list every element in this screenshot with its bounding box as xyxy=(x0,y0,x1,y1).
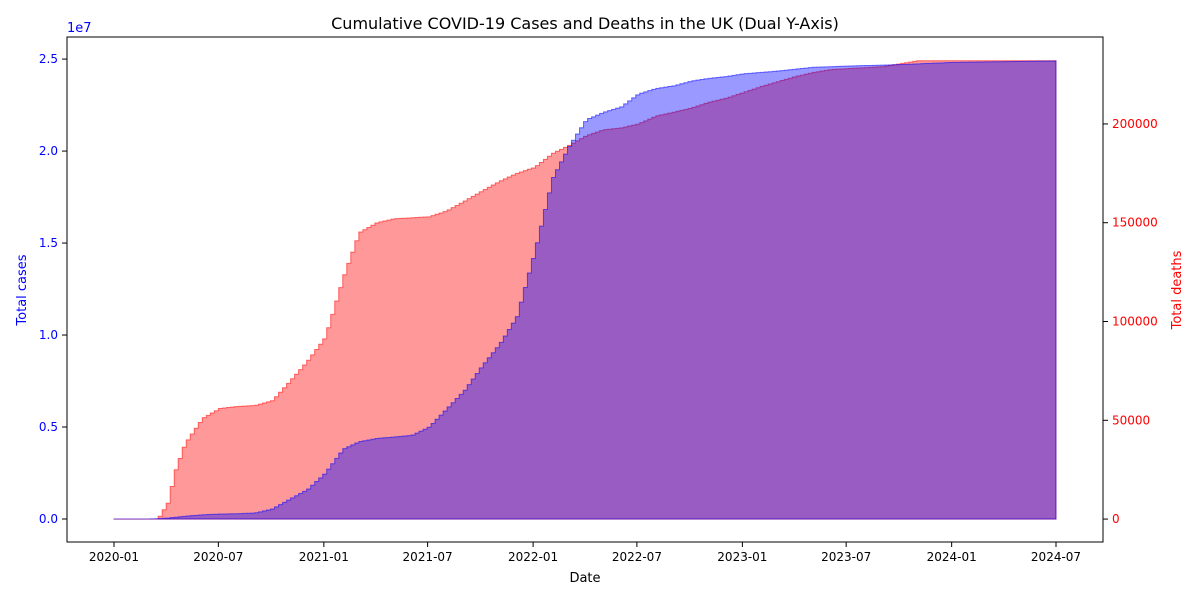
x-tick-label: 2021-01 xyxy=(299,550,349,564)
x-tick-label: 2022-07 xyxy=(612,550,662,564)
area-total-cases xyxy=(113,60,1057,520)
x-tick-label: 2023-07 xyxy=(821,550,871,564)
x-tick-label: 2020-07 xyxy=(193,550,243,564)
left-axis-label: Total cases xyxy=(15,254,30,326)
right-tick-label: 150000 xyxy=(1112,216,1158,230)
x-tick-label: 2022-01 xyxy=(508,550,558,564)
x-tick-label: 2021-07 xyxy=(403,550,453,564)
x-axis-label: Date xyxy=(569,571,600,586)
left-tick-label: 0.5 xyxy=(39,420,58,434)
x-tick-label: 2024-01 xyxy=(927,550,977,564)
left-axis-multiplier: 1e7 xyxy=(67,21,92,36)
x-tick-label: 2020-01 xyxy=(89,550,139,564)
x-tick-label: 2024-07 xyxy=(1031,550,1081,564)
left-tick-label: 1.5 xyxy=(39,236,58,250)
left-tick-label: 2.5 xyxy=(39,52,58,66)
chart-title: Cumulative COVID-19 Cases and Deaths in … xyxy=(331,14,839,33)
left-tick-label: 0.0 xyxy=(39,512,58,526)
plot-areas xyxy=(113,60,1057,520)
x-tick-label: 2023-01 xyxy=(717,550,767,564)
left-y-axis: 0.0 0.5 1.0 1.5 2.0 2.5 xyxy=(39,52,67,526)
left-tick-label: 1.0 xyxy=(39,328,58,342)
x-axis: 2020-01 2020-07 2021-01 2021-07 2022-01 2022-… xyxy=(89,542,1081,564)
area-total-deaths xyxy=(113,60,1057,520)
right-axis-label: Total deaths xyxy=(1170,250,1185,330)
plot-frame xyxy=(66,36,1104,543)
left-tick-label: 2.0 xyxy=(39,144,58,158)
right-tick-label: 0 xyxy=(1112,512,1120,526)
right-tick-label: 200000 xyxy=(1112,117,1158,131)
right-y-axis: 0 50000 100000 150000 200000 xyxy=(1103,117,1158,526)
right-tick-label: 100000 xyxy=(1112,315,1158,329)
right-tick-label: 50000 xyxy=(1112,413,1150,427)
